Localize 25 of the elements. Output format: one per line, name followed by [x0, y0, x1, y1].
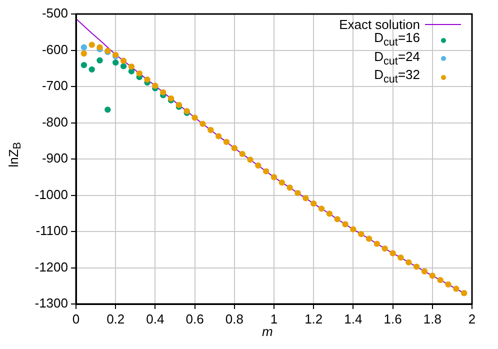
legend-label: D$_{cut}$=24: [374, 48, 420, 68]
x-tick-label: 1.2: [304, 311, 323, 326]
legend-label: D$_{cut}$=32: [374, 67, 420, 87]
y-tick-label: -900: [42, 150, 68, 166]
x-tick-label: 0.2: [106, 311, 125, 326]
y-tick-label: -1300: [34, 296, 68, 311]
x-tick-label: 1.4: [344, 311, 362, 326]
x-tick-label: 0.4: [146, 311, 164, 326]
x-axis-title: m: [262, 324, 273, 339]
x-tick-label: 2: [468, 311, 476, 326]
legend-label: D$_{cut}$=16: [374, 30, 420, 50]
x-tick-label: 1.6: [384, 311, 402, 326]
x-tick-label: 0.6: [186, 311, 204, 326]
y-tick-label: -600: [42, 42, 68, 57]
x-tick-label: 1.8: [423, 311, 442, 326]
y-tick-label: -1000: [34, 186, 68, 202]
y-tick-label: -700: [42, 78, 68, 94]
x-tick-label: 1: [270, 311, 278, 326]
y-tick-label: -1200: [34, 259, 68, 274]
y-tick-label: -800: [42, 114, 68, 130]
y-tick-label: -500: [42, 6, 68, 21]
y-tick-label: -1100: [36, 223, 68, 238]
x-tick-label: 0.8: [225, 311, 244, 326]
x-tick-label: 0: [72, 311, 80, 326]
legend-label: Exact solution: [339, 17, 420, 32]
